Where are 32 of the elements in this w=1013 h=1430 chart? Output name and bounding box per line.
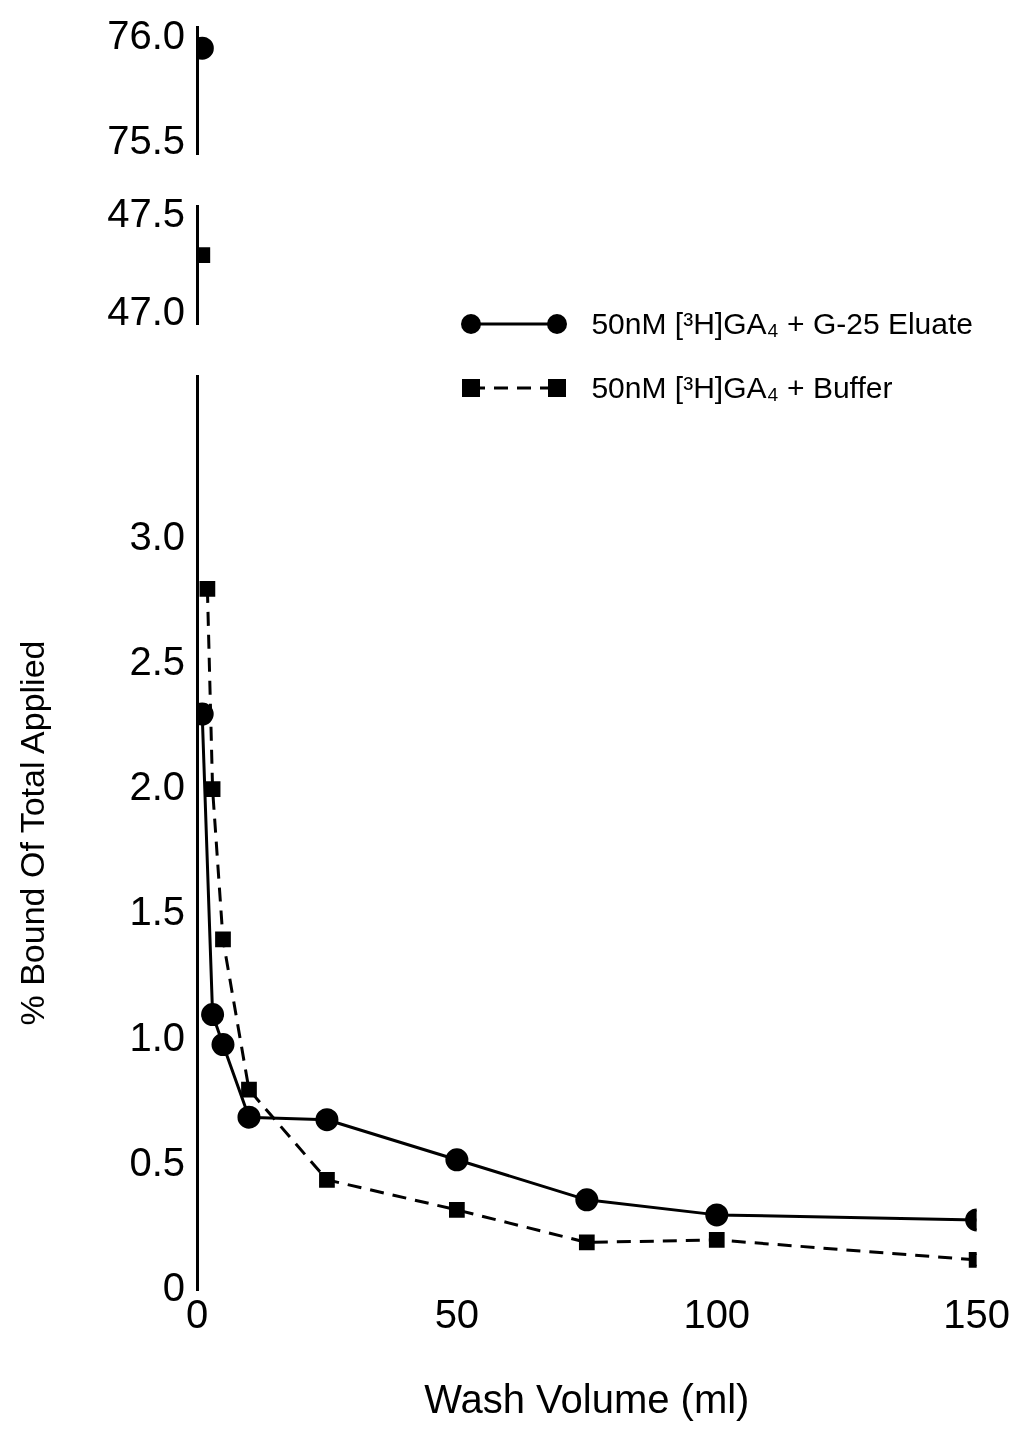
point	[199, 580, 216, 597]
point	[578, 1234, 595, 1251]
point	[449, 1202, 465, 1218]
legend-label: 50nM [³H]GA₄ + G-25 Eluate	[591, 307, 973, 341]
point	[319, 1171, 335, 1188]
y-tick-label: 47.0	[107, 289, 185, 334]
y-tick-label: 3.0	[129, 513, 185, 558]
y-tick-label: 2.5	[129, 639, 185, 683]
x-tick-label: 150	[943, 1292, 1011, 1337]
point	[201, 1003, 225, 1027]
point	[705, 1203, 729, 1227]
point	[708, 1232, 725, 1248]
point	[315, 1108, 339, 1132]
x-tick-label: 100	[683, 1292, 751, 1337]
y-axis-title: % Bound Of Total Applied	[12, 640, 51, 1026]
x-tick-label: 50	[434, 1292, 480, 1337]
point	[211, 1033, 235, 1057]
y-tick-label: 75.5	[107, 118, 185, 163]
point	[237, 1105, 261, 1129]
point	[241, 1081, 257, 1098]
legend-label: 50nM [³H]GA₄ + Buffer	[591, 371, 893, 405]
point	[445, 1148, 469, 1172]
y-tick-label: 76.0	[107, 12, 185, 57]
point	[204, 781, 221, 798]
x-axis-title: Wash Volume (ml)	[424, 1377, 750, 1422]
y-tick-label: 47.5	[107, 190, 185, 235]
y-tick-label: 1.5	[129, 889, 185, 934]
y-tick-label: 1.0	[129, 1014, 185, 1059]
y-tick-label: 2.0	[129, 764, 185, 809]
y-tick-label: 0.5	[129, 1139, 185, 1184]
point	[575, 1188, 599, 1212]
point	[215, 931, 231, 948]
